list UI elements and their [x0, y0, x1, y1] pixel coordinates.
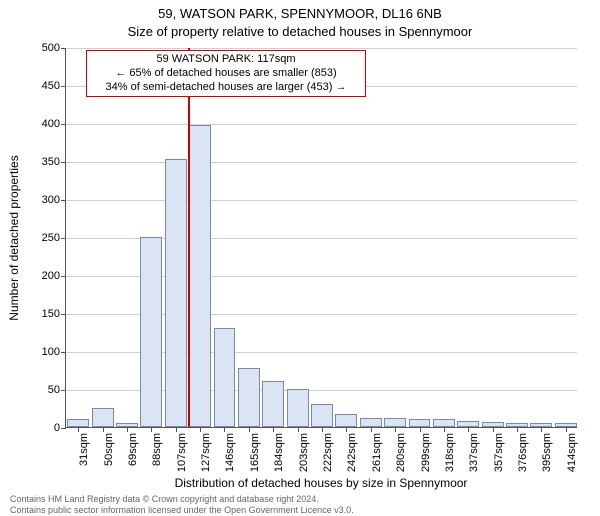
xtick-label: 280sqm: [395, 433, 407, 472]
ytick-mark: [61, 276, 66, 277]
annotation-box: 59 WATSON PARK: 117sqm← 65% of detached …: [86, 50, 366, 97]
address-title: 59, WATSON PARK, SPENNYMOOR, DL16 6NB: [0, 6, 600, 21]
histogram-bar: [311, 404, 333, 427]
xtick-mark: [127, 427, 128, 432]
gridline: [66, 48, 577, 49]
ytick-label: 400: [42, 118, 60, 130]
ytick-mark: [61, 352, 66, 353]
xtick-label: 395sqm: [541, 433, 553, 472]
subtitle: Size of property relative to detached ho…: [0, 24, 600, 39]
xtick-mark: [151, 427, 152, 432]
xtick-label: 222sqm: [322, 433, 334, 472]
histogram-bar: [360, 418, 382, 427]
xtick-mark: [78, 427, 79, 432]
xtick-mark: [541, 427, 542, 432]
xtick-label: 127sqm: [200, 433, 212, 472]
xtick-label: 242sqm: [346, 433, 358, 472]
ytick-label: 50: [48, 384, 60, 396]
histogram-bar: [238, 368, 260, 427]
histogram-bar: [140, 237, 162, 427]
ytick-label: 350: [42, 156, 60, 168]
histogram-bar: [409, 419, 431, 427]
annotation-line: ← 65% of detached houses are smaller (85…: [93, 67, 359, 81]
xtick-mark: [273, 427, 274, 432]
ytick-label: 100: [42, 346, 60, 358]
ytick-label: 250: [42, 232, 60, 244]
ytick-label: 300: [42, 194, 60, 206]
xtick-mark: [298, 427, 299, 432]
attribution: Contains HM Land Registry data © Crown c…: [10, 494, 354, 496]
xtick-mark: [346, 427, 347, 432]
xtick-label: 50sqm: [103, 433, 115, 466]
histogram-bar: [189, 125, 211, 427]
xtick-mark: [493, 427, 494, 432]
x-axis-label: Distribution of detached houses by size …: [65, 476, 577, 490]
plot-area: 05010015020025030035040045050031sqm50sqm…: [65, 48, 577, 428]
histogram-bar: [287, 389, 309, 427]
ytick-label: 150: [42, 308, 60, 320]
histogram-bar: [92, 408, 114, 427]
xtick-mark: [322, 427, 323, 432]
xtick-label: 261sqm: [371, 433, 383, 472]
xtick-mark: [517, 427, 518, 432]
ytick-mark: [61, 428, 66, 429]
xtick-mark: [103, 427, 104, 432]
attribution-line: Contains public sector information licen…: [10, 505, 354, 516]
gridline: [66, 162, 577, 163]
xtick-mark: [395, 427, 396, 432]
xtick-label: 337sqm: [468, 433, 480, 472]
xtick-mark: [420, 427, 421, 432]
xtick-label: 146sqm: [224, 433, 236, 472]
ytick-mark: [61, 314, 66, 315]
xtick-label: 88sqm: [151, 433, 163, 466]
ytick-label: 500: [42, 42, 60, 54]
gridline: [66, 124, 577, 125]
xtick-label: 376sqm: [517, 433, 529, 472]
ytick-mark: [61, 200, 66, 201]
annotation-line: 59 WATSON PARK: 117sqm: [93, 53, 359, 67]
ytick-mark: [61, 390, 66, 391]
histogram-bar: [335, 414, 357, 427]
xtick-mark: [468, 427, 469, 432]
attribution-line: Contains HM Land Registry data © Crown c…: [10, 494, 354, 505]
ytick-label: 0: [54, 422, 60, 434]
ytick-mark: [61, 124, 66, 125]
histogram-bar: [165, 159, 187, 427]
histogram-bar: [67, 419, 89, 427]
ytick-mark: [61, 162, 66, 163]
ytick-mark: [61, 86, 66, 87]
xtick-label: 69sqm: [127, 433, 139, 466]
y-axis-label: Number of detached properties: [7, 155, 21, 320]
xtick-label: 299sqm: [420, 433, 432, 472]
annotation-line: 34% of semi-detached houses are larger (…: [93, 81, 359, 95]
xtick-label: 357sqm: [493, 433, 505, 472]
xtick-label: 318sqm: [444, 433, 456, 472]
ytick-label: 450: [42, 80, 60, 92]
xtick-label: 165sqm: [249, 433, 261, 472]
xtick-mark: [224, 427, 225, 432]
ytick-label: 200: [42, 270, 60, 282]
xtick-mark: [176, 427, 177, 432]
xtick-label: 107sqm: [176, 433, 188, 472]
marker-line: [188, 48, 190, 427]
chart-container: 59, WATSON PARK, SPENNYMOOR, DL16 6NB Si…: [0, 0, 600, 500]
xtick-label: 414sqm: [566, 433, 578, 472]
xtick-label: 31sqm: [78, 433, 90, 466]
ytick-mark: [61, 238, 66, 239]
xtick-label: 184sqm: [273, 433, 285, 472]
histogram-bar: [262, 381, 284, 427]
xtick-mark: [566, 427, 567, 432]
xtick-label: 203sqm: [298, 433, 310, 472]
xtick-mark: [371, 427, 372, 432]
xtick-mark: [200, 427, 201, 432]
histogram-bar: [433, 419, 455, 427]
xtick-mark: [249, 427, 250, 432]
histogram-bar: [214, 328, 236, 427]
gridline: [66, 200, 577, 201]
ytick-mark: [61, 48, 66, 49]
xtick-mark: [444, 427, 445, 432]
histogram-bar: [384, 418, 406, 427]
